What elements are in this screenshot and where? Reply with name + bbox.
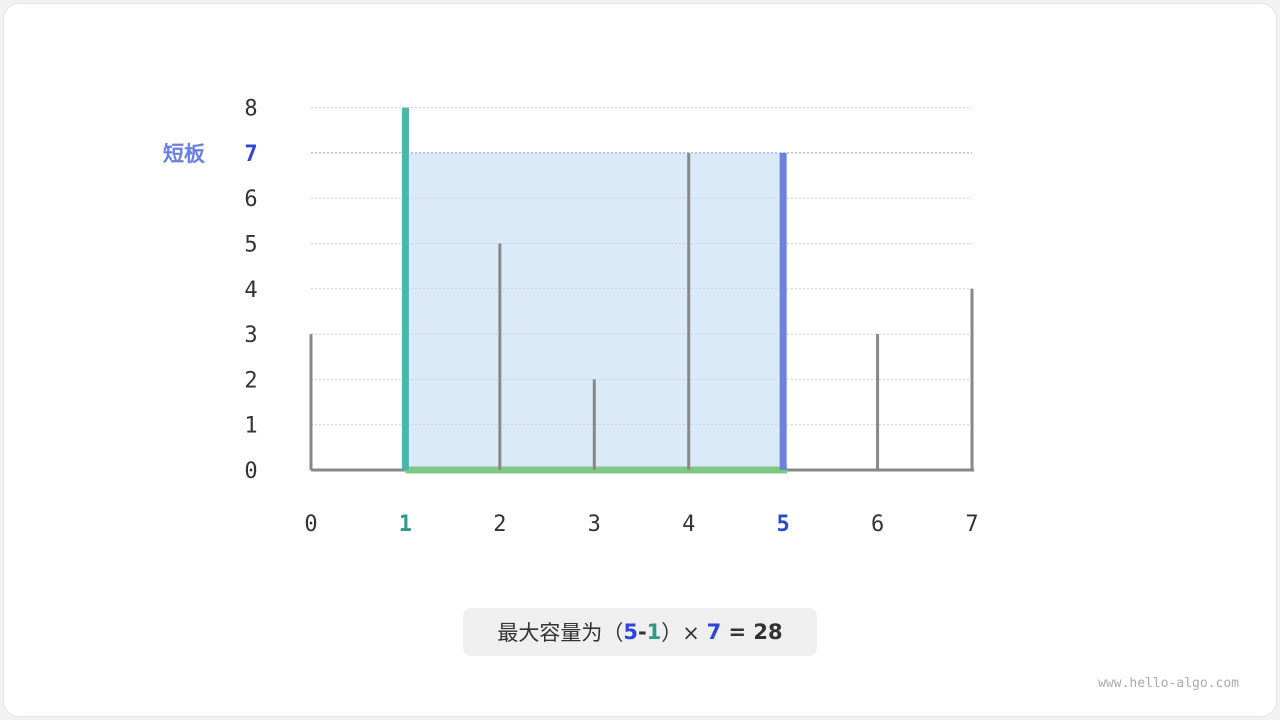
y-tick-label: 1 (244, 414, 257, 439)
watermark: www.hello-algo.com (1098, 676, 1239, 691)
caption-left-index: 1 (646, 620, 662, 644)
caption-prefix: 最大容量为（ (497, 621, 624, 645)
x-tick-label: 4 (682, 512, 695, 537)
x-tick-label: 5 (777, 512, 790, 537)
y-tick-label: 4 (244, 278, 257, 303)
y-tick-label: 7 (244, 142, 257, 167)
caption-height: 7 (706, 620, 722, 644)
y-tick-label: 6 (244, 187, 257, 212)
x-tick-label: 6 (871, 512, 884, 537)
y-tick-label: 5 (244, 233, 257, 258)
short-board-label: 短板 (163, 142, 206, 166)
x-tick-label: 2 (493, 512, 506, 537)
y-tick-label: 2 (244, 368, 257, 393)
y-tick-label: 8 (244, 97, 257, 122)
caption-result: = 28 (721, 620, 783, 644)
x-tick-label: 3 (588, 512, 601, 537)
x-tick-label: 1 (399, 512, 412, 537)
caption-times: ）× (661, 621, 707, 645)
caption-right-index: 5 (623, 620, 638, 644)
y-tick-label: 3 (244, 323, 257, 348)
y-tick-label: 0 (244, 459, 257, 484)
result-caption: 最大容量为（ 5 - 1 ）× 7 = 28 (463, 608, 817, 656)
x-tick-label: 0 (304, 512, 317, 537)
caption-minus: - (637, 620, 647, 644)
x-tick-label: 7 (965, 512, 978, 537)
